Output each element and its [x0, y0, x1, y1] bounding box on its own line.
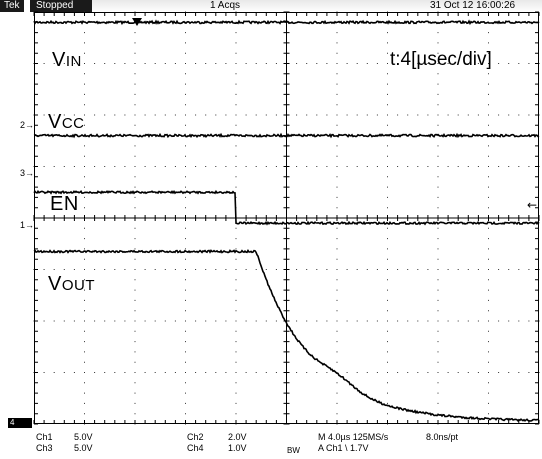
vout-label: VOUT	[48, 274, 95, 296]
ch3-name: Ch3	[36, 443, 53, 453]
en-trace	[33, 189, 540, 226]
ch4-name: Ch4	[187, 443, 204, 453]
ch4-scale: 1.0V	[228, 443, 247, 453]
vin-label: VIN	[52, 50, 82, 72]
ch1-scale: 5.0V	[74, 432, 93, 442]
vcc-label-sub: CC	[61, 115, 85, 132]
vcc-trace	[33, 132, 540, 139]
horizontal-setting: M 4.0µs 125MS/s	[318, 432, 389, 442]
status-bar: Tek Stopped 1 Acqs 31 Oct 12 16:00:26	[0, 0, 542, 12]
vin-trace	[33, 19, 540, 26]
vin-label-sub: IN	[65, 53, 82, 70]
acquisition-status: Stopped	[30, 0, 92, 12]
ch1-marker: 1→	[20, 220, 34, 230]
ch4-marker: 4	[8, 418, 32, 428]
traces	[33, 19, 540, 422]
vout-label-sub: OUT	[61, 277, 96, 294]
ch3-marker: 3→	[20, 168, 34, 178]
vout-trace	[33, 248, 540, 422]
ch3-scale: 5.0V	[74, 443, 93, 453]
vin-label-main: V	[52, 49, 66, 71]
bandwidth-limit: BW	[287, 446, 300, 455]
ch2-name: Ch2	[187, 432, 204, 442]
date-time: 31 Oct 12 16:00:26	[430, 0, 516, 11]
timebase-label: t:4[µsec/div]	[390, 49, 492, 70]
right-arrow-icon: →	[25, 120, 35, 130]
en-label: EN	[50, 193, 79, 215]
brand-label: Tek	[0, 0, 24, 12]
ch1-marker-label: 1	[20, 220, 26, 230]
ch2-marker: 2→	[20, 120, 34, 130]
resolution-setting: 8.0ns/pt	[426, 432, 459, 442]
acquisition-count: 1 Acqs	[210, 0, 241, 11]
trigger-level-icon: ←	[527, 198, 537, 212]
ch2-marker-label: 2	[20, 120, 26, 130]
trigger-setting: A Ch1 \ 1.7V	[318, 443, 369, 453]
vcc-label-main: V	[48, 111, 62, 133]
ch3-marker-label: 3	[20, 168, 26, 178]
vout-label-main: V	[48, 273, 62, 295]
right-arrow-icon: →	[25, 168, 35, 178]
graticule-frame	[34, 12, 539, 424]
right-arrow-icon: →	[25, 220, 35, 230]
scope-readout: Ch1 5.0V Ch3 5.0V Ch2 2.0V Ch4 1.0V BW M…	[0, 430, 542, 459]
vcc-label: VCC	[48, 112, 85, 134]
ch1-name: Ch1	[36, 432, 53, 442]
ch2-scale: 2.0V	[228, 432, 247, 442]
